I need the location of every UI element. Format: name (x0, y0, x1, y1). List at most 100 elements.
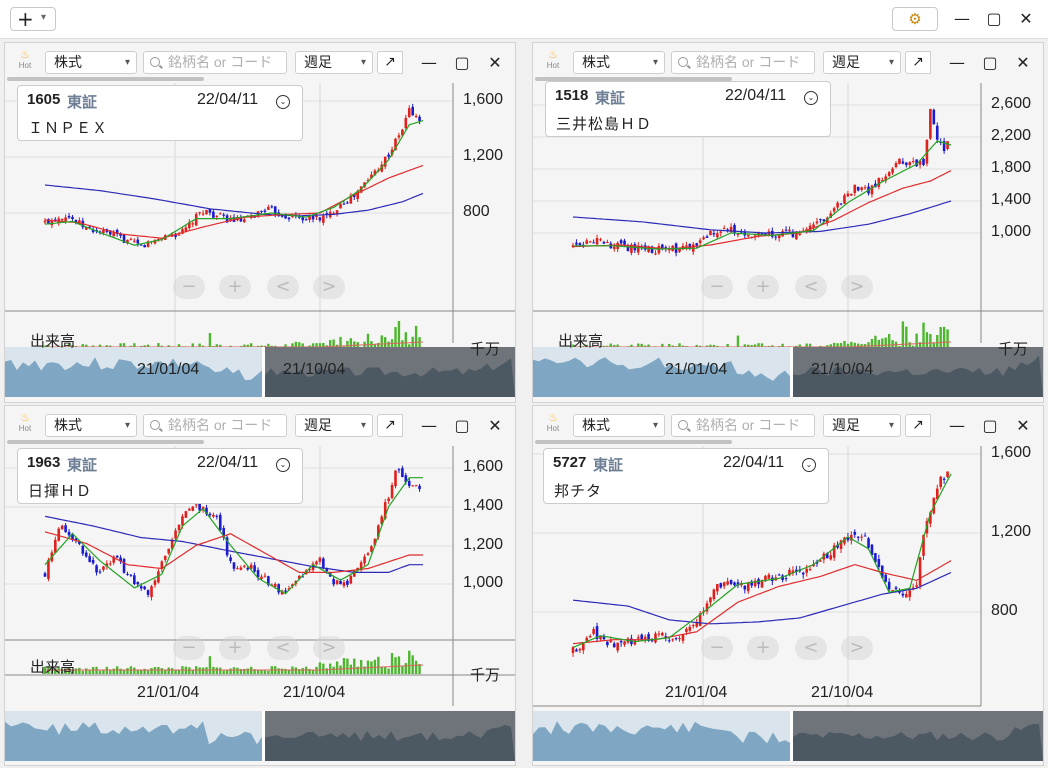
volume-bar (915, 333, 918, 351)
zoom-out-button[interactable]: − (701, 275, 733, 299)
scroll-right-button[interactable]: > (313, 636, 345, 660)
minimap-chart (5, 347, 515, 397)
maximize-icon[interactable]: ▢ (454, 416, 470, 435)
period-select[interactable]: 週足 ▾ (295, 414, 373, 437)
scroll-left-button[interactable]: < (267, 275, 299, 299)
close-icon[interactable]: ✕ (1019, 9, 1033, 28)
zoom-in-button[interactable]: + (219, 636, 251, 660)
scroll-left-button[interactable]: < (795, 275, 827, 299)
candle-body (929, 108, 932, 139)
symbol-info-box: 1605 東証 22/04/11 ⌄ ＩＮＰＥＸ (17, 85, 303, 141)
settings-button[interactable]: ⚙ (892, 7, 938, 31)
volume-bar (60, 669, 64, 674)
chevron-down-icon[interactable]: ⌄ (276, 95, 290, 109)
candle-body (636, 245, 640, 253)
close-icon[interactable]: ✕ (488, 53, 502, 72)
maximize-icon[interactable]: ▢ (982, 416, 998, 435)
hot-button[interactable]: ♨ Hot (543, 412, 563, 434)
open-external-icon[interactable]: ↗ (377, 414, 403, 437)
candle-body (719, 231, 723, 233)
market-select[interactable]: 株式 ▾ (45, 51, 137, 74)
navigator-minimap[interactable] (5, 347, 515, 397)
hot-button[interactable]: ♨ Hot (15, 49, 35, 71)
horizontal-scrollbar[interactable] (7, 77, 204, 81)
zoom-out-button[interactable]: − (173, 636, 205, 660)
scroll-right-button[interactable]: > (841, 636, 873, 660)
horizontal-scrollbar[interactable] (7, 440, 204, 444)
close-icon[interactable]: ✕ (1016, 416, 1030, 435)
maximize-icon[interactable]: ▢ (986, 9, 1002, 28)
maximize-icon[interactable]: ▢ (454, 53, 470, 72)
minimize-icon[interactable]: — (949, 416, 965, 435)
maximize-icon[interactable]: ▢ (982, 53, 998, 72)
close-icon[interactable]: ✕ (1016, 53, 1030, 72)
symbol-search-input[interactable]: 銘柄名 or コード (143, 414, 287, 437)
zoom-out-button[interactable]: − (701, 636, 733, 660)
add-chart-button[interactable]: + ▾ (10, 7, 56, 31)
market-select[interactable]: 株式 ▾ (45, 414, 137, 437)
period-select[interactable]: 週足 ▾ (295, 51, 373, 74)
navigator-minimap[interactable] (5, 711, 515, 761)
open-external-icon[interactable]: ↗ (905, 51, 931, 74)
volume-bar (843, 340, 846, 351)
minimize-icon[interactable]: — (421, 53, 437, 72)
candle-body (273, 206, 277, 215)
scroll-right-button[interactable]: > (841, 275, 873, 299)
volume-bar (119, 668, 122, 674)
candle-body (54, 539, 57, 553)
horizontal-scrollbar[interactable] (535, 440, 732, 444)
symbol-search-input[interactable]: 銘柄名 or コード (143, 51, 287, 74)
scroll-left-button[interactable]: < (795, 636, 827, 660)
candle-body (315, 561, 318, 565)
hot-button[interactable]: ♨ Hot (15, 412, 35, 434)
candle-body (407, 480, 411, 486)
period-select[interactable]: 週足 ▾ (823, 414, 901, 437)
symbol-search-input[interactable]: 銘柄名 or コード (671, 51, 815, 74)
hot-button[interactable]: ♨ Hot (543, 49, 563, 71)
close-icon[interactable]: ✕ (488, 416, 502, 435)
exchange-label: 東証 (67, 94, 98, 111)
candle-body (215, 515, 219, 517)
scroll-right-button[interactable]: > (313, 275, 345, 299)
volume-bar (64, 669, 67, 674)
zoom-out-button[interactable]: − (173, 275, 205, 299)
minimize-icon[interactable]: — (421, 416, 437, 435)
volume-bar (167, 667, 170, 674)
candle-body (695, 623, 699, 627)
candle-body (304, 219, 308, 221)
candle-body (363, 556, 366, 564)
chevron-down-icon: ▾ (360, 420, 366, 431)
market-select[interactable]: 株式 ▾ (573, 414, 665, 437)
minimize-icon[interactable]: — (949, 53, 965, 72)
volume-bar (349, 338, 353, 351)
chevron-down-icon[interactable]: ⌄ (804, 91, 818, 105)
market-select[interactable]: 株式 ▾ (573, 51, 665, 74)
candle-body (784, 578, 788, 580)
candle-body (157, 238, 160, 240)
panel-toolbar: ♨ Hot 株式 ▾ 銘柄名 or コード 週足 ▾ ↗ — ▢ ✕ (5, 406, 515, 444)
zoom-in-button[interactable]: + (219, 275, 251, 299)
navigator-minimap[interactable] (533, 711, 1043, 761)
candle-body (850, 535, 853, 541)
chevron-down-icon[interactable]: ⌄ (802, 458, 816, 472)
open-external-icon[interactable]: ↗ (377, 51, 403, 74)
candle-body (146, 590, 150, 595)
period-select[interactable]: 週足 ▾ (823, 51, 901, 74)
volume-bar (191, 669, 194, 674)
candle-body (267, 576, 270, 585)
horizontal-scrollbar[interactable] (535, 77, 732, 81)
candle-body (791, 570, 795, 574)
navigator-minimap[interactable] (533, 347, 1043, 397)
chevron-down-icon[interactable]: ⌄ (276, 458, 290, 472)
quote-date: 22/04/11 (723, 454, 785, 471)
zoom-in-button[interactable]: + (747, 636, 779, 660)
scroll-left-button[interactable]: < (267, 636, 299, 660)
symbol-search-input[interactable]: 銘柄名 or コード (671, 414, 815, 437)
candle-body (315, 215, 318, 218)
app-toolbar: + ▾ ⚙ — ▢ ✕ (0, 0, 1048, 39)
minimize-icon[interactable]: — (954, 9, 970, 28)
open-external-icon[interactable]: ↗ (905, 414, 931, 437)
minimap-drag-handle (790, 347, 793, 397)
candle-body (592, 242, 595, 244)
zoom-in-button[interactable]: + (747, 275, 779, 299)
